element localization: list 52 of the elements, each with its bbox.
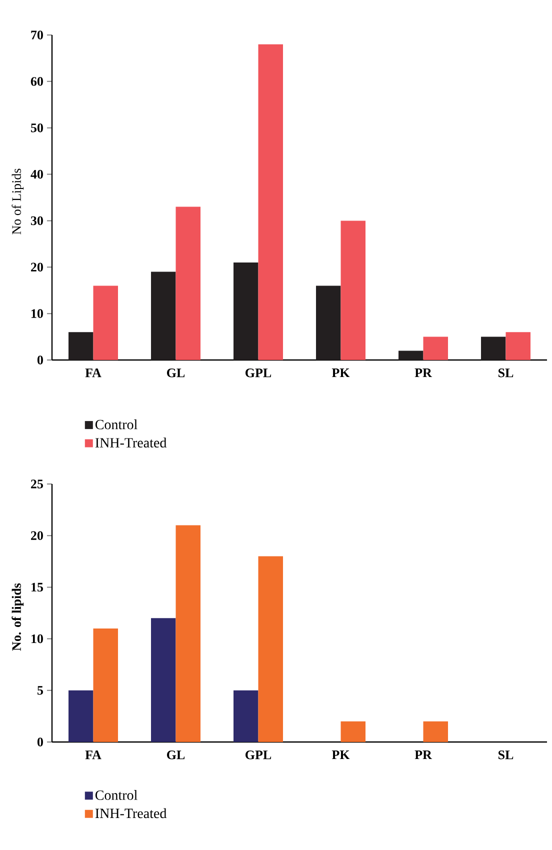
x-tick-label: FA	[85, 750, 102, 760]
bar	[234, 690, 258, 742]
x-tick-label: GL	[166, 368, 185, 378]
x-tick-label: GL	[166, 750, 185, 760]
bar	[68, 332, 94, 360]
y-tick-label: 30	[30, 216, 43, 226]
y-tick-label: 10	[32, 309, 43, 318]
y-axis-title: No. of lipids	[12, 583, 24, 651]
bar	[423, 721, 448, 742]
x-tick-label: GPL	[246, 750, 272, 760]
bar	[340, 220, 366, 360]
y-tick-label: 0	[37, 356, 43, 364]
y-tick-label: 0	[37, 738, 43, 746]
bar	[316, 286, 341, 360]
x-tick-label: PR	[414, 368, 432, 378]
bar	[93, 628, 118, 742]
x-tick-label: PK	[332, 750, 350, 760]
bar	[398, 350, 424, 360]
bar	[481, 336, 506, 360]
y-tick-label: 20	[31, 531, 43, 540]
x-tick-label: PR	[414, 750, 432, 760]
legend-label: INH-Treated	[95, 808, 167, 818]
bar	[151, 272, 176, 360]
legend-label: Control	[95, 790, 138, 800]
y-tick-label: 70	[31, 30, 43, 40]
x-tick-label: GPL	[246, 368, 272, 378]
bar	[506, 332, 531, 360]
y-tick-label: 15	[32, 582, 43, 592]
y-axis-title: No of Lipids	[12, 168, 24, 234]
x-tick-label: SL	[498, 750, 514, 760]
y-tick-label: 60	[30, 77, 43, 86]
x-tick-label: SL	[498, 368, 514, 378]
bar	[68, 690, 94, 742]
bar	[176, 525, 200, 742]
bar	[176, 206, 200, 360]
y-tick-label: 25	[31, 480, 43, 488]
legend-label: Control	[95, 419, 138, 430]
bar	[234, 262, 258, 360]
y-tick-label: 40	[30, 170, 43, 179]
legend-label: INH-Treated	[95, 438, 167, 448]
bar	[151, 618, 176, 742]
y-tick-label: 50	[30, 123, 43, 132]
x-tick-label: PK	[332, 368, 350, 378]
x-tick-label: FA	[85, 368, 102, 378]
bar	[258, 556, 283, 742]
bar	[340, 721, 366, 742]
y-tick-label: 10	[32, 634, 43, 644]
bar	[423, 336, 448, 360]
y-tick-label: 5	[37, 686, 43, 695]
bar	[93, 286, 118, 360]
y-tick-label: 20	[31, 262, 43, 272]
bar	[258, 44, 283, 360]
